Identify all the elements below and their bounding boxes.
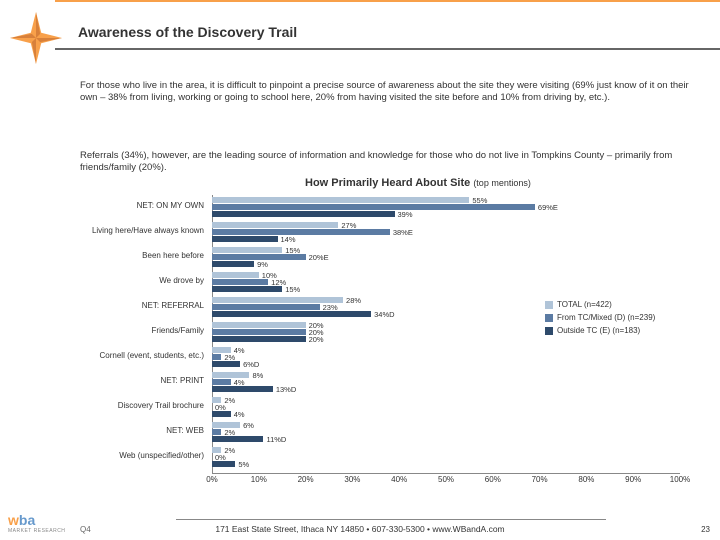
bar-outside — [212, 361, 240, 367]
x-tick: 40% — [391, 475, 407, 509]
x-tick: 0% — [206, 475, 218, 509]
x-tick: 20% — [298, 475, 314, 509]
bar-total — [212, 272, 259, 278]
x-tick: 80% — [578, 475, 594, 509]
body-paragraph-2: Referrals (34%), however, are the leadin… — [80, 150, 700, 174]
x-tick: 90% — [625, 475, 641, 509]
bar-tc — [212, 429, 221, 435]
bar-value: 28% — [346, 296, 361, 305]
body-paragraph-1: For those who live in the area, it is di… — [80, 80, 700, 104]
bar-outside — [212, 236, 278, 242]
bar-outside — [212, 411, 231, 417]
bar-value: 4% — [234, 346, 245, 355]
bar-tc — [212, 279, 268, 285]
x-tick: 60% — [485, 475, 501, 509]
question-label: Q4 — [80, 525, 91, 534]
page-title: Awareness of the Discovery Trail — [78, 24, 297, 40]
bar-value: 69%E — [538, 203, 558, 212]
chart-row: Living here/Have always known27%38%E14% — [80, 220, 680, 246]
bar-value: 13%D — [276, 385, 296, 394]
legend-swatch — [545, 301, 553, 309]
bar-value: 8% — [252, 371, 263, 380]
wba-logo: wba MARKET RESEARCH — [8, 512, 65, 534]
bar-outside — [212, 436, 263, 442]
legend-label: TOTAL (n=422) — [557, 300, 612, 309]
row-label: NET: REFERRAL — [80, 301, 210, 310]
bar-total — [212, 197, 469, 203]
legend-item: TOTAL (n=422) — [545, 300, 655, 309]
legend-label: Outside TC (E) (n=183) — [557, 326, 640, 335]
chart-row: NET: WEB6%2%11%D — [80, 420, 680, 446]
chart-row: We drove by10%12%15% — [80, 270, 680, 296]
bar-value: 11%D — [266, 435, 286, 444]
chart-row: NET: ON MY OWN55%69%E39% — [80, 195, 680, 221]
row-label: We drove by — [80, 276, 210, 285]
row-label: Been here before — [80, 251, 210, 260]
bar-value: 14% — [281, 235, 296, 244]
bar-tc — [212, 204, 535, 210]
bar-tc — [212, 354, 221, 360]
bar-value: 34%D — [374, 310, 394, 319]
row-label: Cornell (event, students, etc.) — [80, 351, 210, 360]
x-tick: 10% — [251, 475, 267, 509]
legend-label: From TC/Mixed (D) (n=239) — [557, 313, 655, 322]
bar-tc — [212, 304, 320, 310]
bar-total — [212, 322, 306, 328]
bar-value: 20% — [309, 335, 324, 344]
bar-outside — [212, 261, 254, 267]
row-label: Discovery Trail brochure — [80, 401, 210, 410]
bar-value: 5% — [238, 460, 249, 469]
chart-title: How Primarily Heard About Site (top ment… — [305, 177, 531, 189]
bar-outside — [212, 386, 273, 392]
bar-tc — [212, 229, 390, 235]
row-label: Living here/Have always known — [80, 226, 210, 235]
x-tick: 70% — [532, 475, 548, 509]
legend-item: From TC/Mixed (D) (n=239) — [545, 313, 655, 322]
chart-row: Discovery Trail brochure2%0%4% — [80, 395, 680, 421]
bar-value: 6% — [243, 421, 254, 430]
bar-value: 6%D — [243, 360, 259, 369]
page-number: 23 — [701, 525, 710, 534]
bar-tc — [212, 329, 306, 335]
row-label: Friends/Family — [80, 326, 210, 335]
x-tick: 30% — [344, 475, 360, 509]
row-label: Web (unspecified/other) — [80, 451, 210, 460]
row-label: NET: PRINT — [80, 376, 210, 385]
bar-value: 38%E — [393, 228, 413, 237]
bar-value: 9% — [257, 260, 268, 269]
bar-outside — [212, 461, 235, 467]
chart-row: Web (unspecified/other)2%0%5% — [80, 445, 680, 471]
bar-outside — [212, 336, 306, 342]
row-label: NET: ON MY OWN — [80, 201, 210, 210]
bar-chart: NET: ON MY OWN55%69%E39%Living here/Have… — [80, 195, 680, 495]
bar-tc — [212, 379, 231, 385]
chart-row: NET: PRINT8%4%13%D — [80, 370, 680, 396]
bar-value: 20%E — [309, 253, 329, 262]
chart-row: Cornell (event, students, etc.)4%2%6%D — [80, 345, 680, 371]
legend-swatch — [545, 327, 553, 335]
footer-text: 171 East State Street, Ithaca NY 14850 •… — [0, 524, 720, 534]
bar-value: 4% — [234, 410, 245, 419]
legend-item: Outside TC (E) (n=183) — [545, 326, 655, 335]
chart-legend: TOTAL (n=422) From TC/Mixed (D) (n=239) Ou… — [545, 300, 655, 339]
bar-outside — [212, 311, 371, 317]
bar-outside — [212, 211, 395, 217]
bar-total — [212, 247, 282, 253]
chart-row: Been here before15%20%E9% — [80, 245, 680, 271]
x-tick: 100% — [670, 475, 690, 509]
star-logo-icon — [10, 12, 62, 64]
row-label: NET: WEB — [80, 426, 210, 435]
bar-total — [212, 222, 338, 228]
legend-swatch — [545, 314, 553, 322]
bar-outside — [212, 286, 282, 292]
x-tick: 50% — [438, 475, 454, 509]
bar-value: 39% — [398, 210, 413, 219]
bar-value: 15% — [285, 285, 300, 294]
